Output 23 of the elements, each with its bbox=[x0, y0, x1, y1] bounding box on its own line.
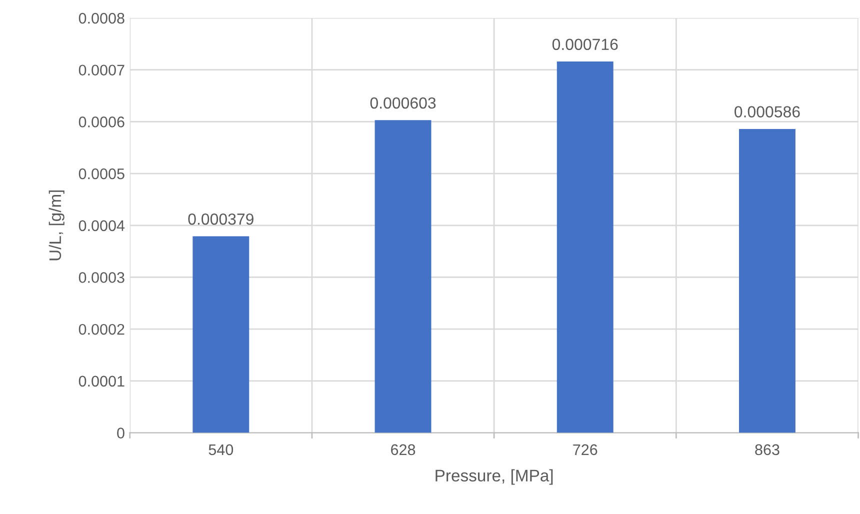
bar bbox=[374, 120, 432, 433]
y-axis-title: U/L, [g/m] bbox=[48, 190, 64, 260]
data-label: 0.000586 bbox=[734, 106, 800, 118]
y-tick-label: 0.0008 bbox=[78, 12, 124, 24]
x-tick-label: 863 bbox=[755, 444, 780, 456]
x-tick-label: 540 bbox=[208, 444, 234, 456]
y-tick-label: 0.0007 bbox=[78, 64, 124, 76]
data-label: 0.000603 bbox=[370, 97, 436, 109]
y-tick-label: 0.0001 bbox=[78, 376, 124, 387]
y-tick-label: 0 bbox=[117, 428, 124, 438]
data-label: 0.000379 bbox=[188, 213, 254, 225]
y-tick-label: 0.0004 bbox=[78, 220, 125, 232]
x-tick-label: 628 bbox=[391, 444, 416, 456]
x-axis-title: Pressure, [MPa] bbox=[436, 469, 553, 485]
y-tick-label: 0.0005 bbox=[78, 168, 124, 180]
bar bbox=[739, 128, 796, 433]
y-tick-label: 0.0006 bbox=[78, 116, 124, 128]
bar bbox=[556, 62, 614, 433]
y-tick-label: 0.0002 bbox=[78, 324, 124, 335]
data-label: 0.000716 bbox=[552, 38, 618, 50]
x-tick-label: 726 bbox=[573, 444, 598, 456]
y-tick-label: 0.0003 bbox=[78, 272, 124, 283]
bar bbox=[192, 236, 250, 433]
